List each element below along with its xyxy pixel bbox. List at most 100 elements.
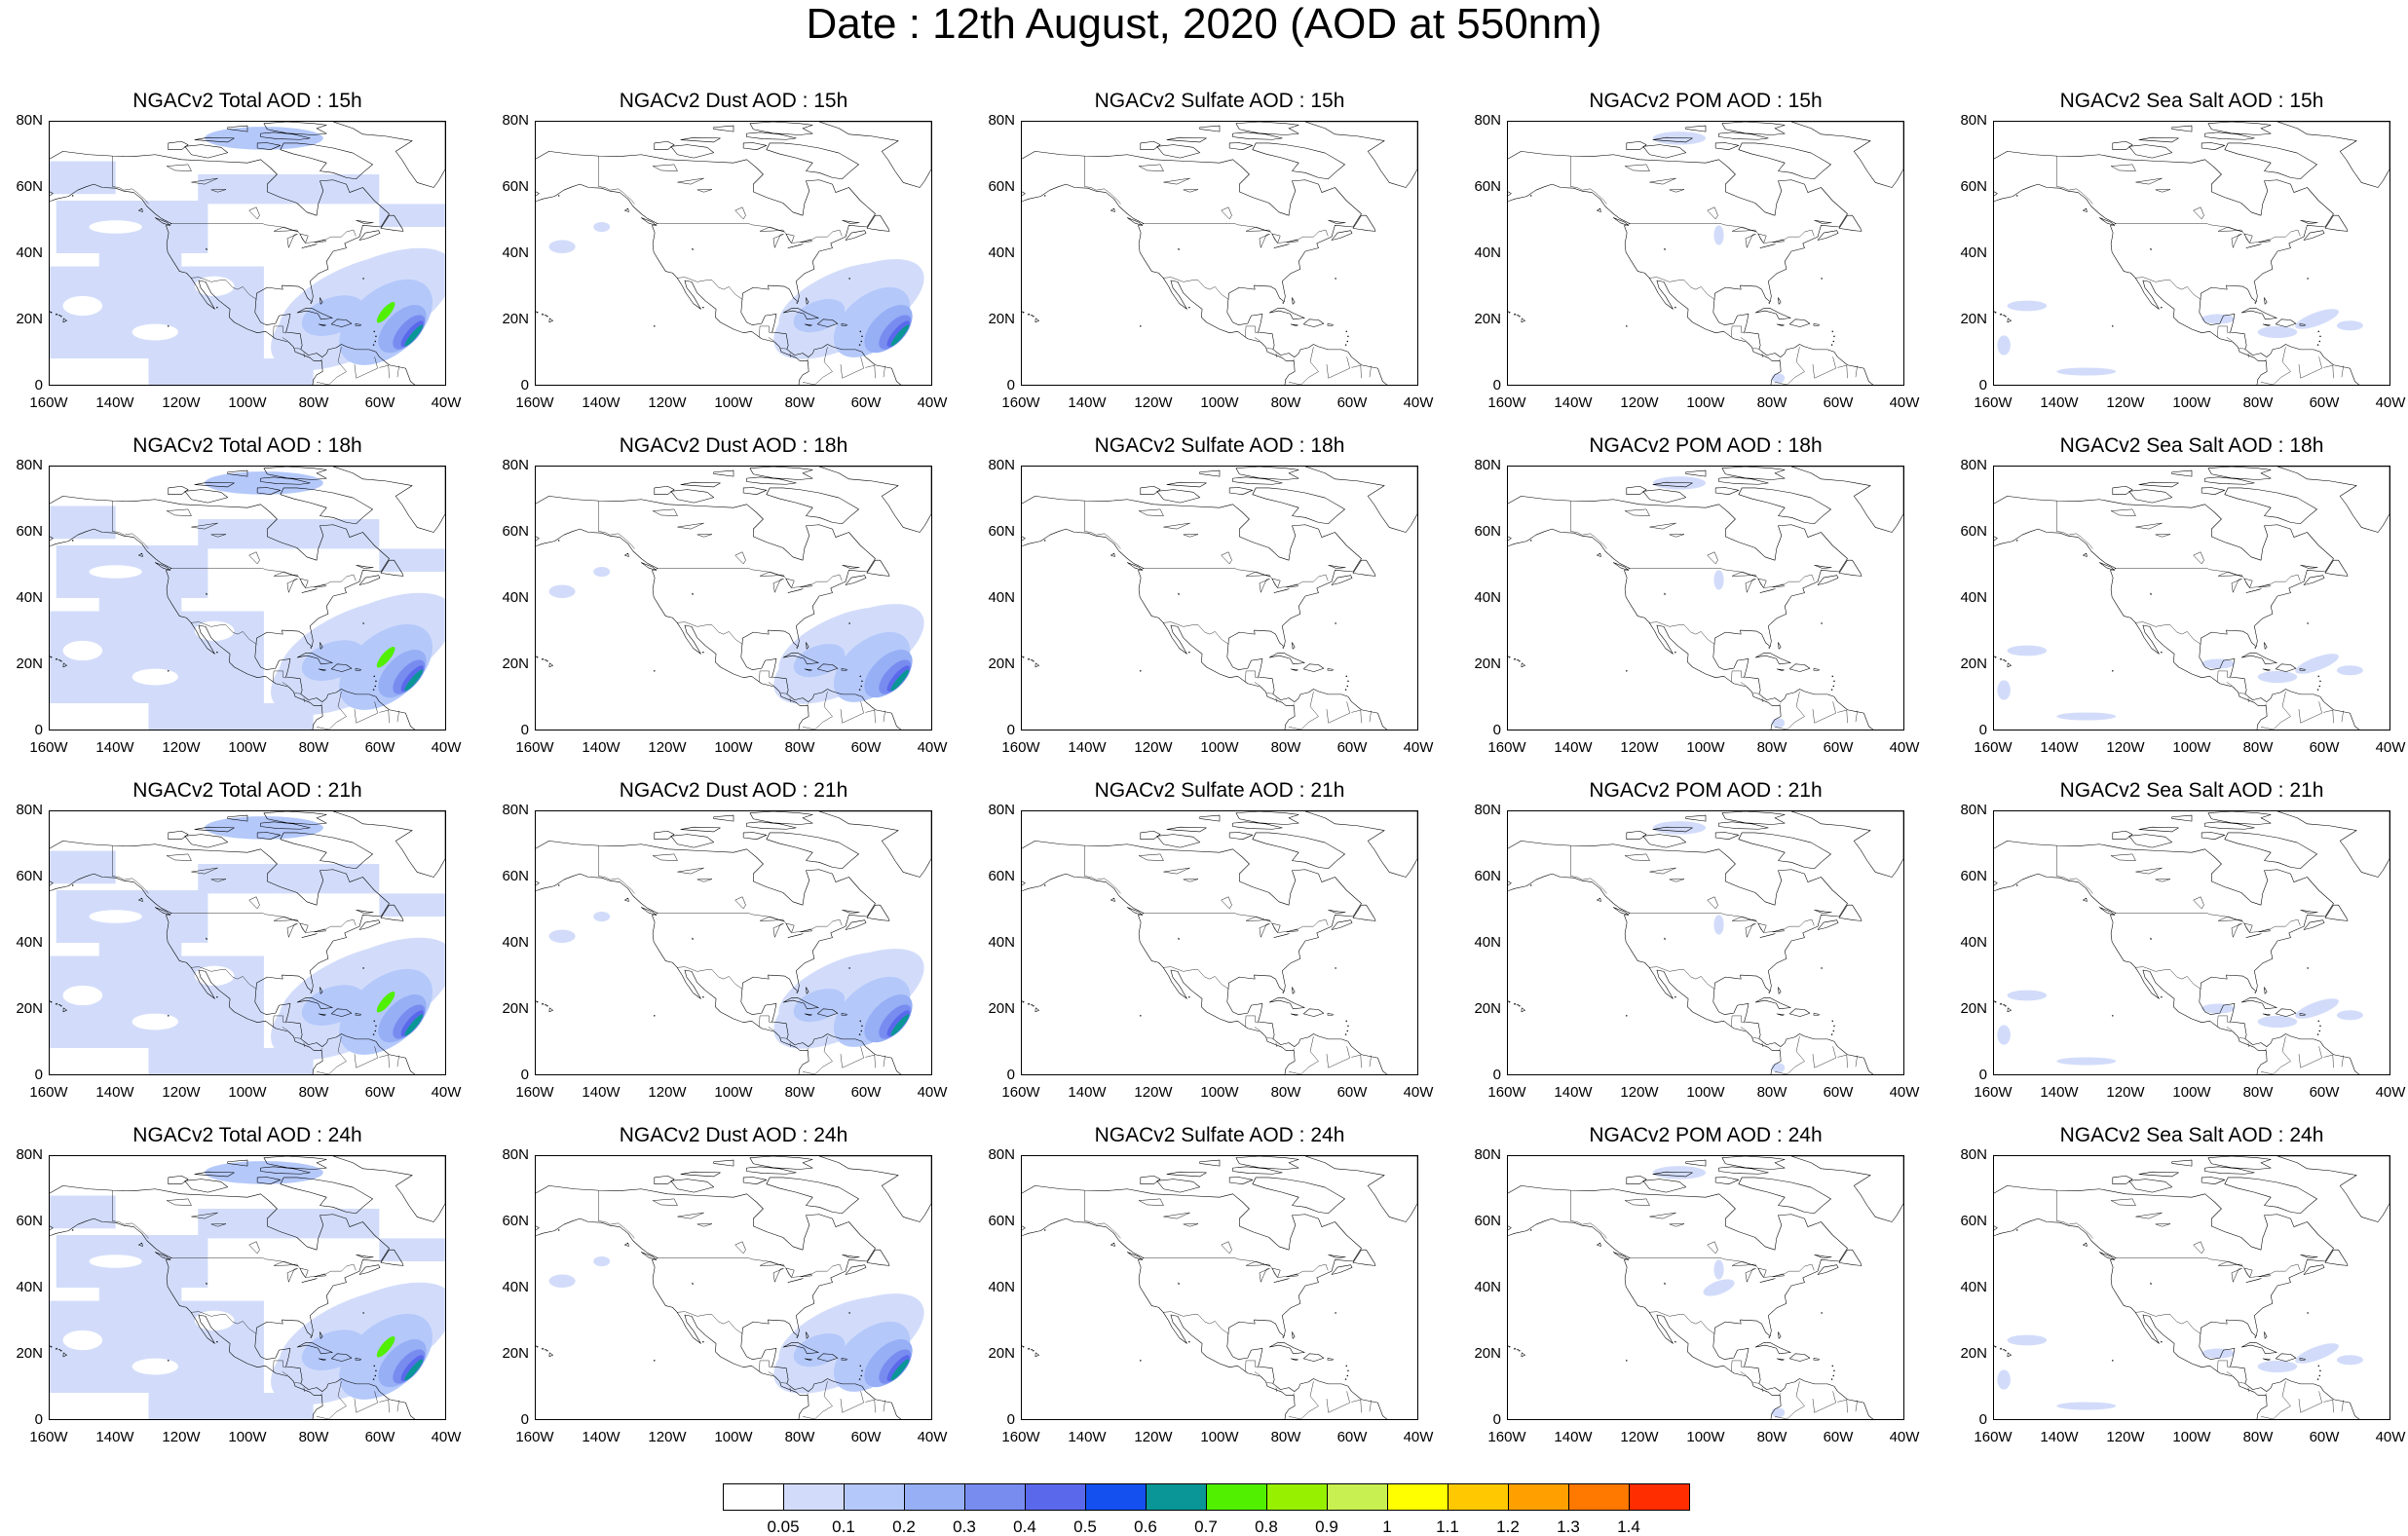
lat-tick-label: 80N	[1960, 457, 1987, 473]
lon-tick-label: 40W	[917, 1084, 948, 1101]
aod-field	[548, 566, 924, 704]
map-frame	[49, 1155, 446, 1420]
panel-total-21h-map	[50, 811, 445, 1074]
lon-tick-label: 120W	[2106, 1084, 2145, 1101]
small-islands	[1022, 540, 1349, 691]
coastline	[50, 811, 445, 1074]
coastline	[1508, 1156, 1903, 1419]
coastline	[1022, 467, 1417, 730]
lat-tick-label: 80N	[502, 457, 529, 473]
lon-tick-label: 140W	[1554, 394, 1593, 411]
lat-tick-label: 80N	[502, 112, 529, 129]
lat-tick-label: 60N	[1960, 523, 1987, 540]
panel-title: NGACv2 Sea Salt AOD : 24h	[2059, 1124, 2324, 1146]
colorbar-label: 0.6	[1134, 1517, 1157, 1536]
aod-field	[1652, 821, 1786, 1073]
panel-title: NGACv2 Total AOD : 21h	[132, 779, 362, 802]
coastline	[1994, 122, 2389, 385]
lon-tick-label: 160W	[29, 739, 68, 756]
lon-tick-label: 80W	[298, 394, 329, 411]
colorbar-swatch	[1266, 1483, 1328, 1511]
lon-tick-label: 120W	[162, 394, 201, 411]
lon-tick-label: 160W	[515, 394, 554, 411]
lat-tick-label: 60N	[502, 178, 529, 195]
lon-tick-label: 120W	[162, 1429, 201, 1445]
lon-tick-label: 60W	[850, 394, 882, 411]
lat-tick-label: 40N	[1960, 1279, 1987, 1295]
lat-tick-label: 20N	[502, 311, 529, 327]
lon-tick-label: 60W	[1823, 739, 1854, 756]
lon-tick-label: 120W	[162, 1084, 201, 1101]
lon-tick-label: 160W	[515, 739, 554, 756]
lon-tick-label: 40W	[2375, 1084, 2406, 1101]
political-borders	[112, 501, 399, 730]
lat-tick-label: 60N	[988, 868, 1015, 884]
lat-tick-label: 60N	[1474, 523, 1501, 540]
political-borders	[598, 1190, 885, 1419]
lat-tick-label: 40N	[16, 934, 43, 951]
colorbar-swatch	[1025, 1483, 1086, 1511]
coastline	[1022, 122, 1417, 385]
lon-tick-label: 140W	[582, 1084, 621, 1101]
lat-tick-label: 40N	[502, 934, 529, 951]
lon-tick-label: 80W	[1270, 1429, 1301, 1445]
lon-tick-label: 120W	[162, 739, 201, 756]
lat-tick-label: 0	[520, 1067, 529, 1083]
colorbar-label: 0.1	[832, 1517, 855, 1536]
lat-tick-label: 20N	[502, 1345, 529, 1362]
colorbar-label: 0.4	[1013, 1517, 1036, 1536]
map-frame	[49, 466, 446, 731]
panel-title: NGACv2 POM AOD : 24h	[1589, 1124, 1823, 1146]
lon-tick-label: 80W	[784, 1429, 815, 1445]
lon-tick-label: 40W	[1889, 394, 1920, 411]
lon-tick-label: 40W	[2375, 739, 2406, 756]
lon-tick-label: 120W	[648, 1084, 687, 1101]
lon-tick-label: 40W	[1403, 739, 1434, 756]
aod-field	[50, 122, 445, 385]
map-frame	[535, 810, 932, 1075]
lon-tick-label: 100W	[228, 394, 267, 411]
lat-tick-label: 20N	[502, 1000, 529, 1017]
lon-tick-label: 160W	[1974, 739, 2013, 756]
lat-tick-label: 60N	[16, 523, 43, 540]
lat-tick-label: 20N	[1474, 656, 1501, 672]
colorbar-swatch	[723, 1483, 784, 1511]
lon-tick-label: 100W	[228, 739, 267, 756]
lon-tick-label: 120W	[2106, 394, 2145, 411]
panel-sea-salt-24h-map	[1994, 1156, 2389, 1419]
lat-tick-label: 80N	[1474, 112, 1501, 129]
lat-tick-label: 80N	[1474, 457, 1501, 473]
colorbar-swatch	[1387, 1483, 1449, 1511]
lon-tick-label: 40W	[431, 394, 462, 411]
aod-field	[548, 911, 924, 1049]
small-islands	[1508, 884, 1835, 1035]
political-borders	[598, 845, 885, 1074]
lon-tick-label: 40W	[1403, 394, 1434, 411]
lon-tick-label: 120W	[1134, 1429, 1173, 1445]
colorbar-swatch	[1568, 1483, 1630, 1511]
lon-tick-label: 140W	[582, 394, 621, 411]
coastline	[1994, 1156, 2389, 1419]
lat-tick-label: 40N	[1960, 244, 1987, 261]
lon-tick-label: 120W	[1134, 394, 1173, 411]
lon-tick-label: 140W	[2040, 1084, 2079, 1101]
lat-tick-label: 80N	[988, 112, 1015, 129]
map-frame	[1507, 810, 1904, 1075]
panel-pom-21h-map	[1508, 811, 1903, 1074]
lon-tick-label: 80W	[2242, 1429, 2274, 1445]
colorbar-label: 1.4	[1617, 1517, 1640, 1536]
coastline	[1508, 467, 1903, 730]
lat-tick-label: 20N	[502, 656, 529, 672]
small-islands	[1994, 1229, 2321, 1380]
lon-tick-label: 140W	[582, 739, 621, 756]
lat-tick-label: 0	[1978, 722, 1987, 738]
panel-dust-15h-map	[536, 122, 931, 385]
political-borders	[598, 156, 885, 385]
lon-tick-label: 80W	[1270, 739, 1301, 756]
lat-tick-label: 20N	[16, 1345, 43, 1362]
coastline	[1508, 122, 1903, 385]
map-frame	[535, 466, 932, 731]
lon-tick-label: 60W	[850, 1429, 882, 1445]
panel-pom-15h-map	[1508, 122, 1903, 385]
lat-tick-label: 20N	[1474, 1345, 1501, 1362]
